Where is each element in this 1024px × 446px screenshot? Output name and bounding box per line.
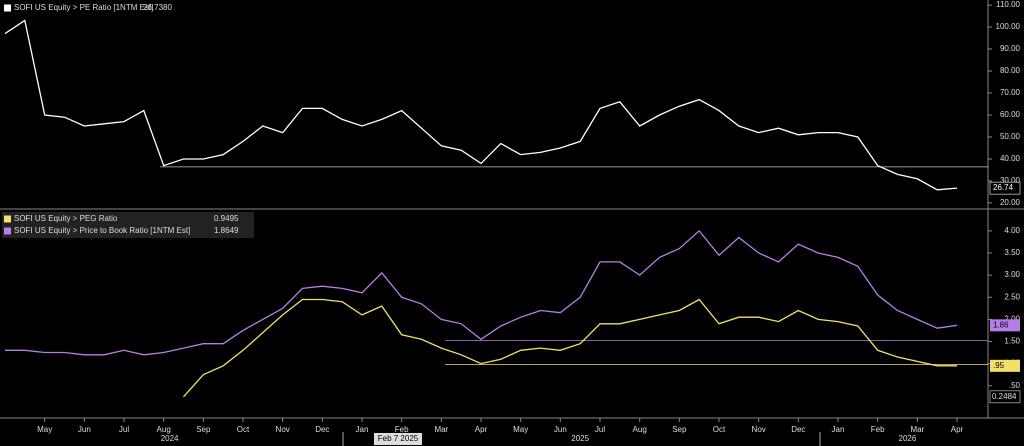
cursor-label-box bbox=[374, 433, 422, 445]
y-tick-label: 3.50 bbox=[1004, 248, 1020, 257]
legend-swatch bbox=[4, 4, 11, 12]
y-tick-label: 20.00 bbox=[1000, 198, 1021, 207]
x-tick-label: Sep bbox=[672, 425, 687, 434]
y-tick-label: 110.00 bbox=[996, 0, 1020, 9]
legend-swatch bbox=[4, 215, 11, 223]
y-tick-label: 80.00 bbox=[1000, 66, 1021, 75]
legend-value: 0.9495 bbox=[214, 214, 239, 223]
y-tick-label: 40.00 bbox=[1000, 154, 1021, 163]
y-tick-label: 3.00 bbox=[1004, 270, 1020, 279]
year-label: 2025 bbox=[571, 434, 589, 443]
x-tick-label: Jun bbox=[554, 425, 567, 434]
legend-label: SOFI US Equity > PEG Ratio bbox=[14, 214, 118, 223]
x-tick-label: May bbox=[37, 425, 52, 434]
legend-label: SOFI US Equity > Price to Book Ratio [1N… bbox=[14, 226, 190, 235]
legend-label: SOFI US Equity > PE Ratio [1NTM Est] bbox=[14, 3, 153, 12]
x-tick-label: Nov bbox=[276, 425, 290, 434]
year-label: 2026 bbox=[899, 434, 917, 443]
x-tick-label: Apr bbox=[951, 425, 964, 434]
x-tick-label: Feb bbox=[395, 425, 409, 434]
y-tick-label: 50.00 bbox=[1000, 132, 1021, 141]
legend-value: 1.8649 bbox=[214, 226, 239, 235]
x-tick-label: Nov bbox=[752, 425, 766, 434]
y-tick-label: 60.00 bbox=[1000, 110, 1021, 119]
last-value-label: 26.74 bbox=[993, 183, 1014, 192]
y-tick-label: 1.50 bbox=[1004, 337, 1020, 346]
x-tick-label: Aug bbox=[157, 425, 171, 434]
x-tick-label: Dec bbox=[315, 425, 329, 434]
x-tick-label: Feb bbox=[871, 425, 885, 434]
legend-box bbox=[2, 212, 254, 238]
min-value-badge bbox=[989, 390, 1021, 404]
x-tick-label: Mar bbox=[434, 425, 448, 434]
legend-value: 26.7380 bbox=[143, 3, 172, 12]
x-tick-label: Apr bbox=[475, 425, 488, 434]
series-line bbox=[4, 19, 958, 191]
x-tick-label: Jul bbox=[595, 425, 605, 434]
x-tick-label: May bbox=[513, 425, 528, 434]
min-value-label: 0.2484 bbox=[992, 392, 1017, 401]
last-value-label: 1.86 bbox=[993, 320, 1009, 329]
legend-swatch bbox=[4, 227, 11, 235]
y-tick-label: 4.00 bbox=[1004, 226, 1020, 235]
y-tick-label: 100.00 bbox=[996, 22, 1021, 31]
y-tick-label: 70.00 bbox=[1000, 88, 1021, 97]
last-value-badge bbox=[990, 359, 1020, 372]
last-value-label: .95 bbox=[993, 361, 1005, 370]
y-tick-label: .50 bbox=[1009, 381, 1021, 390]
x-tick-label: Jan bbox=[356, 425, 369, 434]
x-tick-label: Oct bbox=[237, 425, 250, 434]
x-tick-label: Jul bbox=[119, 425, 129, 434]
y-tick-label: 2.00 bbox=[1004, 314, 1020, 323]
x-tick-label: Jan bbox=[832, 425, 845, 434]
x-tick-label: Dec bbox=[791, 425, 805, 434]
y-tick-label: 30.00 bbox=[1000, 176, 1021, 185]
x-tick-label: Oct bbox=[713, 425, 726, 434]
last-value-badge bbox=[989, 181, 1021, 195]
year-label: 2024 bbox=[161, 434, 179, 443]
series-line bbox=[183, 298, 957, 398]
y-tick-label: 90.00 bbox=[1000, 44, 1021, 53]
cursor-label: Feb 7 2025 bbox=[378, 434, 419, 443]
last-value-badge bbox=[990, 319, 1020, 332]
x-tick-label: Jun bbox=[78, 425, 91, 434]
y-tick-label: 2.50 bbox=[1004, 292, 1020, 301]
x-tick-label: Mar bbox=[910, 425, 924, 434]
x-tick-label: Sep bbox=[196, 425, 211, 434]
x-tick-label: Aug bbox=[633, 425, 647, 434]
series-line bbox=[5, 229, 958, 356]
